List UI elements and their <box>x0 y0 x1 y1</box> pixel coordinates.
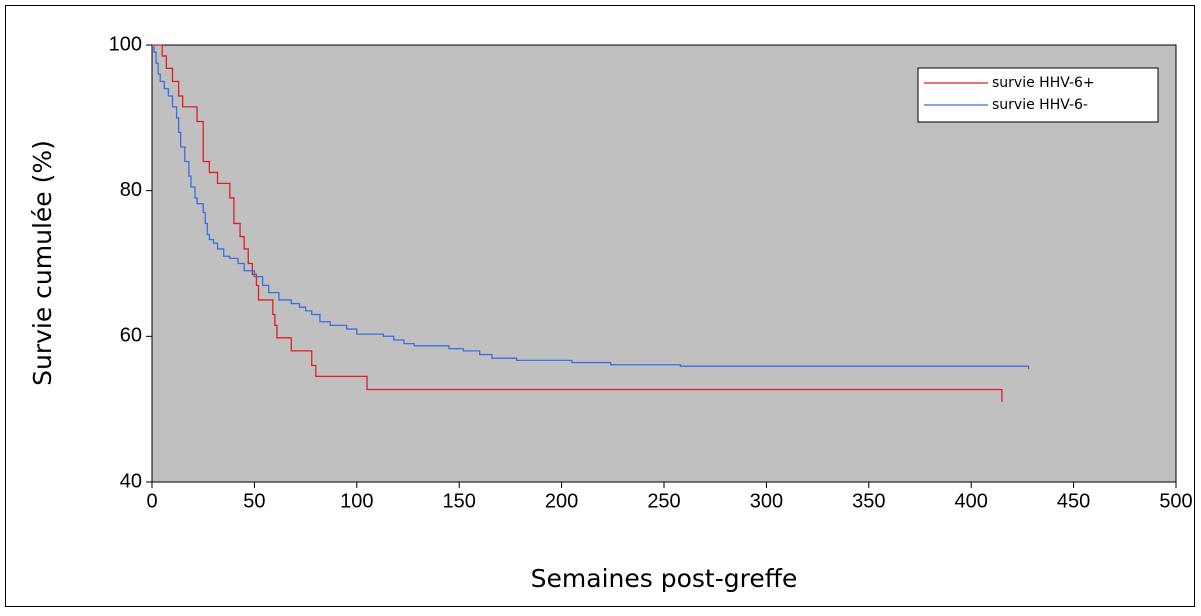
x-tick-label: 200 <box>545 490 578 512</box>
y-tick-label: 40 <box>120 470 142 492</box>
x-tick-label: 150 <box>443 490 476 512</box>
survival-line <box>152 44 1003 402</box>
x-tick-label: 250 <box>647 490 680 512</box>
legend-box <box>917 67 1159 123</box>
x-tick-label: 300 <box>750 490 783 512</box>
x-tick-label: 500 <box>1159 490 1192 512</box>
x-tick-label: 350 <box>852 490 885 512</box>
x-axis-title: Semaines post-greffe <box>531 564 798 593</box>
survival-line <box>152 44 1030 370</box>
y-axis-title: Survie cumulée (%) <box>28 140 57 386</box>
legend-label: survie HHV-6+ <box>992 75 1095 91</box>
x-tick-label: 50 <box>243 490 265 512</box>
x-tick-label: 450 <box>1057 490 1090 512</box>
y-tick-label: 100 <box>109 33 142 55</box>
x-tick-label: 0 <box>146 490 157 512</box>
legend-label: survie HHV-6- <box>992 97 1088 113</box>
y-tick-label: 60 <box>120 325 142 347</box>
y-tick-label: 80 <box>120 179 142 201</box>
x-tick-label: 400 <box>955 490 988 512</box>
x-tick-label: 100 <box>340 490 373 512</box>
